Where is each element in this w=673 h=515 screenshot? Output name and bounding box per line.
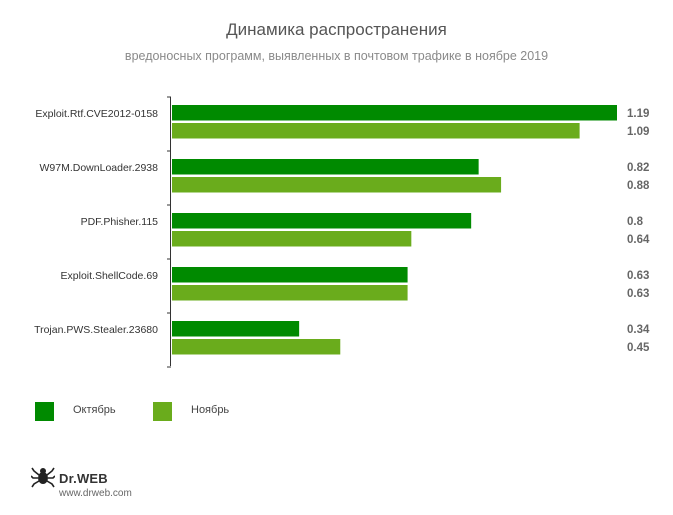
data-label: 0.82 — [627, 162, 649, 174]
bar-october — [172, 159, 479, 175]
data-label: 1.19 — [627, 108, 649, 120]
data-label: 0.63 — [627, 288, 649, 300]
data-label: 0.8 — [627, 216, 644, 228]
category-label: W97M.DownLoader.2938 — [40, 162, 159, 174]
bar-october — [172, 321, 300, 337]
legend-label-november: Ноябрь — [191, 404, 230, 416]
legend-swatch-october — [35, 402, 54, 421]
spider-icon — [31, 467, 55, 488]
data-label: 0.34 — [627, 324, 650, 336]
category-label: Trojan.PWS.Stealer.23680 — [34, 324, 158, 336]
category-label: PDF.Phisher.115 — [81, 216, 159, 228]
bar-november — [172, 285, 408, 301]
bar-november — [172, 231, 412, 247]
legend-swatch-november — [153, 402, 172, 421]
legend-label-october: Октябрь — [73, 404, 116, 416]
bar-chart: Exploit.Rtf.CVE2012-0158 1.19 1.09 W97M.Dow… — [34, 96, 650, 368]
logo-text: Dr.WEB — [59, 471, 108, 486]
data-label: 0.45 — [627, 342, 650, 354]
bar-october — [172, 267, 408, 283]
category-label: Exploit.ShellCode.69 — [61, 270, 159, 282]
bar-october — [172, 213, 472, 229]
data-label: 1.09 — [627, 126, 649, 138]
data-label: 0.88 — [627, 180, 650, 192]
website-url: www.drweb.com — [59, 488, 132, 499]
data-label: 0.63 — [627, 270, 649, 282]
chart-title: Динамика распространения — [226, 20, 447, 39]
bar-november — [172, 339, 341, 355]
bar-november — [172, 177, 502, 193]
data-label: 0.64 — [627, 234, 650, 246]
category-label: Exploit.Rtf.CVE2012-0158 — [35, 108, 158, 120]
bar-october — [172, 105, 617, 121]
chart-subtitle: вредоносных программ, выявленных в почто… — [124, 49, 549, 63]
bar-november — [172, 123, 580, 139]
